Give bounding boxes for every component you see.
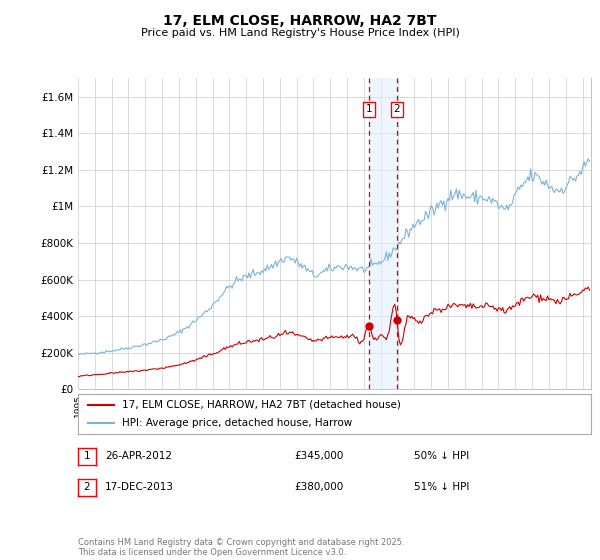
Text: Contains HM Land Registry data © Crown copyright and database right 2025.
This d: Contains HM Land Registry data © Crown c… [78, 538, 404, 557]
Text: £345,000: £345,000 [294, 451, 343, 461]
Text: 51% ↓ HPI: 51% ↓ HPI [414, 482, 469, 492]
Text: HPI: Average price, detached house, Harrow: HPI: Average price, detached house, Harr… [122, 418, 352, 428]
Text: 2: 2 [83, 482, 91, 492]
Text: 2: 2 [394, 105, 400, 114]
Text: 17-DEC-2013: 17-DEC-2013 [105, 482, 174, 492]
Text: £380,000: £380,000 [294, 482, 343, 492]
Text: 1: 1 [365, 105, 372, 114]
Text: 1: 1 [83, 451, 91, 461]
Text: 50% ↓ HPI: 50% ↓ HPI [414, 451, 469, 461]
Text: 26-APR-2012: 26-APR-2012 [105, 451, 172, 461]
Text: 17, ELM CLOSE, HARROW, HA2 7BT (detached house): 17, ELM CLOSE, HARROW, HA2 7BT (detached… [122, 400, 400, 410]
Text: 17, ELM CLOSE, HARROW, HA2 7BT: 17, ELM CLOSE, HARROW, HA2 7BT [163, 14, 437, 28]
Bar [369, 78, 397, 389]
Text: Price paid vs. HM Land Registry's House Price Index (HPI): Price paid vs. HM Land Registry's House … [140, 28, 460, 38]
